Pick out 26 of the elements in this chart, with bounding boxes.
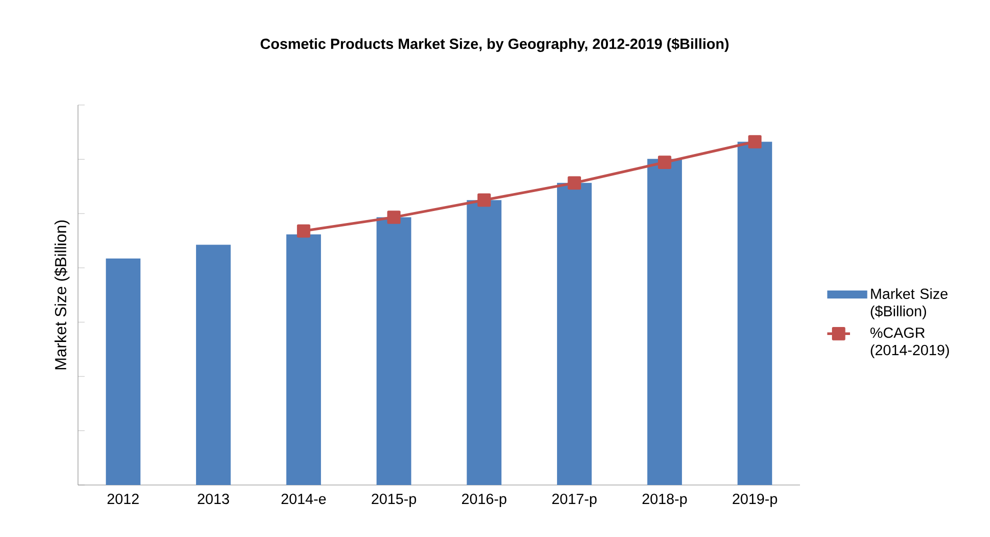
bar: [466, 200, 502, 485]
x-tick-label: 2017-p: [552, 494, 597, 507]
point: [568, 176, 582, 190]
x-tick-label: 2015-p: [372, 494, 416, 507]
bar: [196, 244, 231, 485]
bar: [286, 234, 321, 485]
x-tick-label: 2016-p: [462, 494, 506, 507]
point: [477, 193, 491, 207]
x-tick-label: 2018-p: [642, 494, 687, 507]
point: [296, 224, 310, 238]
x-tick-label: 2014-e: [282, 494, 326, 504]
legend-label: Market Size ($Billion): [870, 288, 948, 320]
bar: [106, 258, 140, 485]
chart-title: Cosmetic Products Market Size, by Geography, 2012-2019 ($Billion): [260, 38, 729, 52]
legend-label: %CAGR (2014-2019): [870, 328, 949, 358]
x-tick-label: 2013: [198, 494, 230, 504]
bar: [738, 142, 772, 485]
point: [748, 135, 762, 148]
point: [387, 210, 401, 224]
y-axis-title: Market Size ($Billion): [54, 220, 70, 370]
bar: [647, 158, 682, 485]
x-tick-label: 2012: [108, 494, 139, 504]
bar: [557, 182, 592, 485]
x-tick-label: 2019-p: [732, 494, 778, 507]
point: [658, 156, 672, 169]
bar: [376, 217, 412, 485]
